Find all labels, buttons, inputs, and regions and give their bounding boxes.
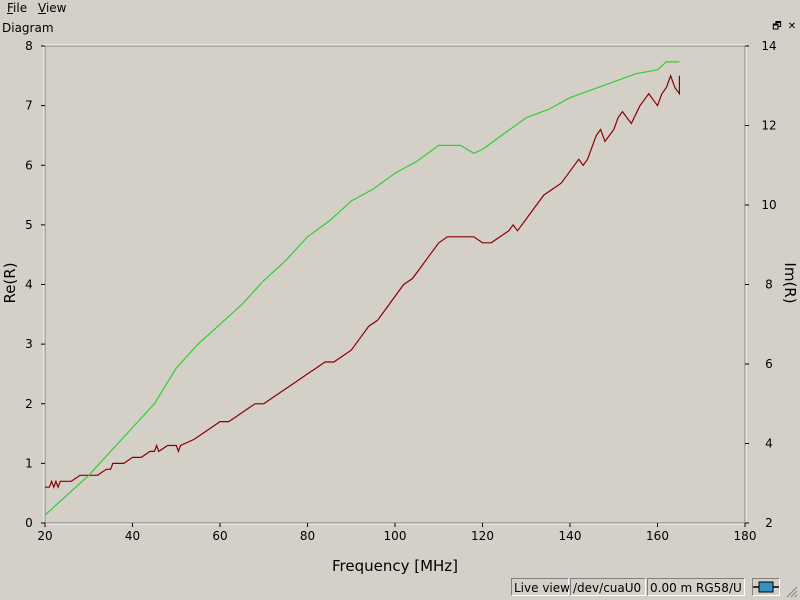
- dock-title: Diagram: [2, 21, 54, 35]
- menu-bar: File View: [0, 0, 800, 18]
- float-icon[interactable]: 🗗: [772, 21, 782, 32]
- close-icon[interactable]: ✕: [787, 21, 797, 32]
- y-tick-label-8: 8: [25, 39, 33, 53]
- diagram-chart: 20 40 60 80 100 120 140 160 18001234567824681012…: [1, 39, 799, 575]
- menu-view-rest: iew: [45, 1, 67, 15]
- x-axis-label: Frequency [MHz]: [332, 557, 458, 575]
- series-layer: [44, 61, 681, 516]
- axes-layer: 20 40 60 80 100 120 140 160 18001234567824681012…: [25, 39, 776, 543]
- y2-tick-label-1: 4: [765, 437, 773, 451]
- y-tick-label-1: 1: [25, 456, 33, 470]
- x-tick-label-6: 140: [559, 529, 582, 543]
- status-mode: Live view: [511, 578, 570, 596]
- status-bar: Live view /dev/cuaU0 0.00 m RG58/U: [0, 576, 800, 600]
- y-tick-label-6: 6: [25, 158, 33, 172]
- y2-tick-label-5: 12: [761, 119, 776, 133]
- y2-tick-label-3: 8: [765, 278, 773, 292]
- y2-tick-label-0: 2: [765, 516, 773, 530]
- status-cable: 0.00 m RG58/U: [647, 578, 745, 596]
- y-tick-label-7: 7: [25, 99, 33, 113]
- re-r-series-line: [45, 74, 681, 489]
- y-tick-label-5: 5: [25, 218, 33, 232]
- y-tick-label-0: 0: [25, 516, 33, 530]
- x-tick-label-4: 100: [384, 529, 407, 543]
- x-tick-label-7: 160: [646, 529, 669, 543]
- y2-tick-label-6: 14: [761, 39, 776, 53]
- y-tick-label-3: 3: [25, 337, 33, 351]
- x-tick-label-5: 120: [471, 529, 494, 543]
- y-tick-label-4: 4: [25, 278, 33, 292]
- menu-view[interactable]: View: [38, 1, 66, 15]
- status-device: /dev/cuaU0: [570, 578, 646, 596]
- x-tick-label-3: 80: [300, 529, 315, 543]
- y2-axis-label: Im(R): [781, 262, 799, 303]
- y-axis-label: Re(R): [1, 262, 19, 303]
- dock-title-bar: Diagram: [0, 19, 800, 37]
- menu-file[interactable]: File: [7, 1, 27, 15]
- x-tick-label-8: 180: [734, 529, 757, 543]
- y2-tick-label-2: 6: [765, 357, 773, 371]
- x-tick-label-0: 20: [37, 529, 52, 543]
- menu-file-rest: ile: [13, 1, 28, 15]
- x-tick-label-1: 40: [125, 529, 140, 543]
- x-tick-label-2: 60: [212, 529, 227, 543]
- y2-tick-label-4: 10: [761, 198, 776, 212]
- size-grip-icon[interactable]: [784, 584, 798, 598]
- cable-icon[interactable]: [752, 578, 780, 596]
- menu-file-accel: F: [7, 1, 14, 15]
- im-r-series-line: [44, 61, 680, 516]
- y-tick-label-2: 2: [25, 397, 33, 411]
- menu-view-accel: V: [38, 1, 46, 15]
